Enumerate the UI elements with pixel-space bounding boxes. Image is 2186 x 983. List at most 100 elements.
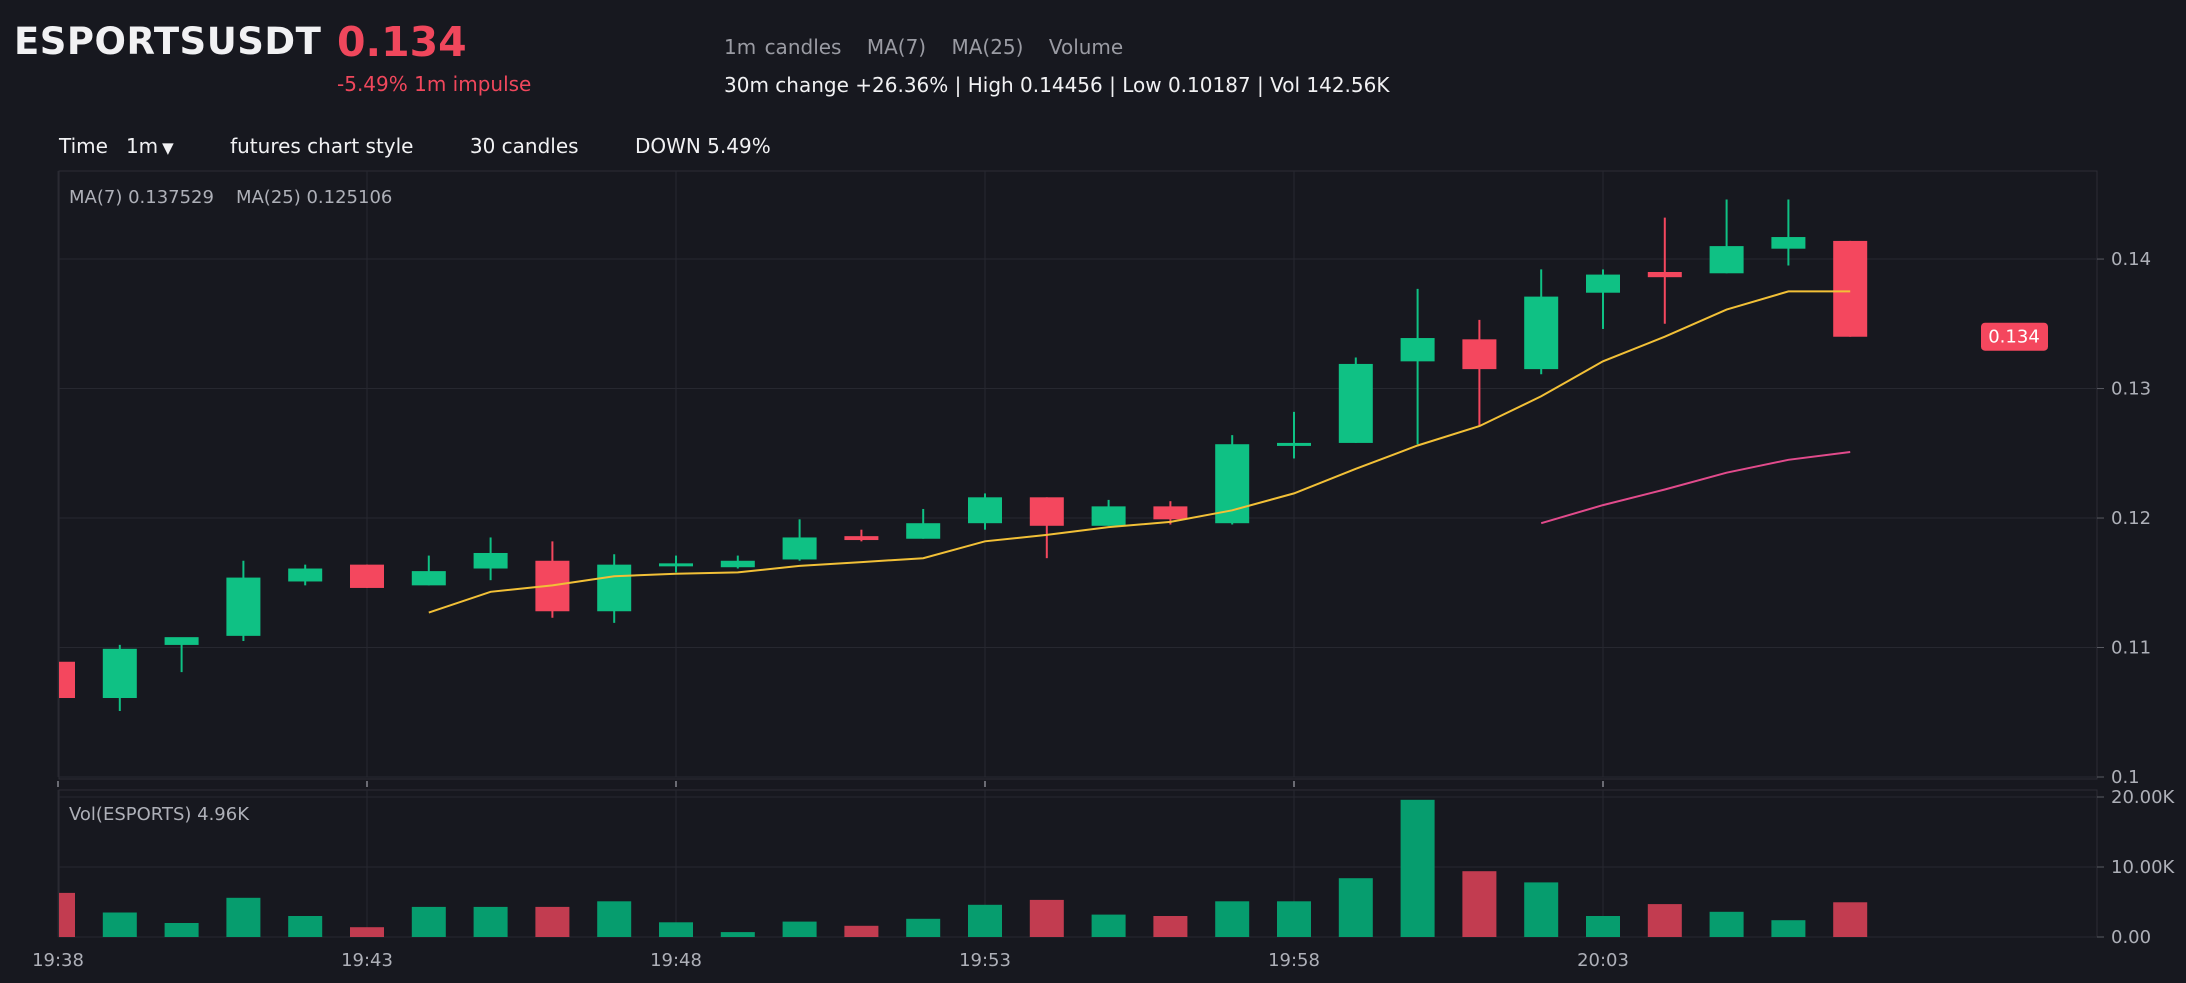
volume-bar <box>1771 920 1806 937</box>
volume-bar <box>1524 882 1559 937</box>
volume-bar <box>844 925 879 937</box>
candle-body <box>473 552 508 569</box>
price-tick-label: 0.11 <box>2111 638 2151 659</box>
candle-body <box>1400 338 1435 362</box>
volume-bar <box>597 901 632 937</box>
time-tick-label: 20:03 <box>1577 950 1629 971</box>
candle-body <box>1709 246 1744 274</box>
summary-stats: 30m change +26.36% | High 0.14456 | Low … <box>724 73 1390 97</box>
volume-bar <box>1586 916 1620 937</box>
candle-body <box>906 523 941 539</box>
direction-badge: DOWN 5.49% <box>634 134 771 158</box>
indicator-volume[interactable]: Volume <box>1048 35 1124 59</box>
chart-style-label[interactable]: futures chart style <box>230 134 414 158</box>
interval-value: 1m <box>125 134 159 158</box>
candle-body <box>1647 272 1682 278</box>
candle-body <box>1338 363 1373 443</box>
chart-toolbar: Time 1m ▼ futures chart style 30 candles D… <box>59 134 821 158</box>
last-price-tag: 0.134 <box>1981 322 2048 351</box>
volume-bar <box>1277 901 1311 937</box>
time-label: Time <box>59 134 108 158</box>
volume-legend: Vol(ESPORTS) 4.96K <box>69 804 250 825</box>
volume-bar <box>659 922 693 937</box>
candle-body <box>1153 506 1188 520</box>
candle-body <box>1771 237 1806 249</box>
volume-bar <box>1153 916 1188 937</box>
candle-body <box>164 637 199 645</box>
price-legend: MA(7) 0.137529 MA(25) 0.125106 <box>69 187 392 208</box>
indicator-list: 1m candles MA(7) MA(25) Volume <box>724 35 1140 59</box>
grid-lines <box>57 171 2097 938</box>
ma25-line <box>1540 451 1851 525</box>
indicator-candles[interactable]: 1m candles <box>724 35 842 59</box>
candle-body <box>1586 274 1620 293</box>
price-pane-border <box>58 170 2098 780</box>
candle-body <box>1524 296 1559 370</box>
volume-bar <box>1833 902 1868 937</box>
candle-body <box>597 564 632 612</box>
volume-bar <box>288 916 323 937</box>
indicator-ma25[interactable]: MA(25) <box>951 35 1024 59</box>
volume-bars <box>59 799 1868 937</box>
volume-bar <box>782 921 817 937</box>
price-tick-label: 0.14 <box>2111 249 2151 270</box>
candle-body <box>1029 497 1064 526</box>
candle-body <box>59 661 75 699</box>
volume-bar <box>164 923 199 937</box>
price-tick-label: 0.1 <box>2111 767 2140 788</box>
ma7-legend: MA(7) 0.137529 <box>69 187 214 208</box>
volume-bar <box>473 906 508 937</box>
candle-body <box>720 560 755 568</box>
indicator-ma7[interactable]: MA(7) <box>866 35 927 59</box>
candlestick-series <box>59 199 1868 711</box>
candle-body <box>1215 444 1250 524</box>
last-price: 0.134 <box>337 18 467 66</box>
volume-bar <box>535 906 570 937</box>
volume-tick-label: 0.00 <box>2111 927 2151 948</box>
interval-selector[interactable]: 1m ▼ <box>126 134 174 158</box>
volume-bar <box>226 897 261 937</box>
moving-average-lines <box>428 290 1851 614</box>
volume-bar <box>350 927 384 937</box>
candle-body <box>968 497 1002 524</box>
last-price-tag-label: 0.134 <box>1988 327 2040 348</box>
volume-bar <box>1647 904 1682 937</box>
candle-body <box>659 563 693 567</box>
candle-body <box>350 564 384 588</box>
time-tick-label: 19:38 <box>32 950 84 971</box>
last-price-tag-bg <box>1981 322 2048 351</box>
volume-bar <box>1400 799 1435 937</box>
ma7-line <box>428 290 1851 614</box>
volume-bar <box>411 906 446 937</box>
caret-down-icon: ▼ <box>162 139 174 157</box>
volume-tick-label: 10.00K <box>2111 857 2176 878</box>
candle-body <box>226 577 261 636</box>
candle-body <box>1091 506 1126 526</box>
price-tick-label: 0.12 <box>2111 508 2151 529</box>
volume-bar <box>59 892 75 937</box>
candle-body <box>1462 339 1497 370</box>
candle-body <box>411 571 446 586</box>
volume-bar <box>720 932 755 937</box>
candle-body <box>782 537 817 560</box>
volume-bar <box>1338 878 1373 937</box>
candle-body <box>844 536 879 541</box>
time-tick-label: 19:43 <box>341 950 393 971</box>
volume-bar <box>1462 871 1497 937</box>
volume-bar <box>906 918 941 937</box>
candle-body <box>102 648 137 699</box>
volume-bar <box>1029 899 1064 937</box>
price-tick-label: 0.13 <box>2111 379 2151 400</box>
impulse-change: -5.49% 1m impulse <box>337 72 532 96</box>
candle-body <box>288 568 323 582</box>
symbol-title: ESPORTSUSDT <box>14 20 322 63</box>
axis-labels: 0.1 0.11 0.12 0.13 0.14 0.00 10.00K 20.00K 19:38… <box>32 249 2175 971</box>
candle-body <box>1277 442 1311 446</box>
candle-body <box>1833 240 1868 337</box>
volume-bar <box>968 904 1002 937</box>
ma25-legend: MA(25) 0.125106 <box>236 187 392 208</box>
volume-bar <box>1215 901 1250 937</box>
volume-pane-border <box>58 789 2098 938</box>
volume-bar <box>1709 911 1744 937</box>
